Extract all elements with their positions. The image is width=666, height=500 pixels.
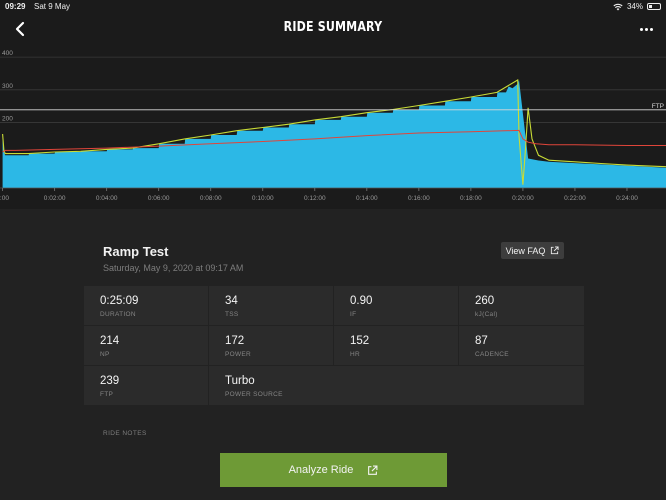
metric-value: 260	[475, 295, 495, 307]
x-tick-label: 0:10:00	[252, 195, 274, 202]
metric-label: HR	[350, 351, 360, 358]
metric-label: FTP	[100, 391, 114, 398]
x-tick-label: 0:00	[0, 195, 9, 202]
more-button[interactable]	[636, 20, 656, 38]
metric-duration: 0:25:09 DURATION	[84, 286, 208, 325]
x-tick-label: 0:04:00	[96, 195, 118, 202]
x-tick-label: 0:14:00	[356, 195, 378, 202]
x-tick-label: 0:24:00	[616, 195, 638, 202]
metric-np: 214 NP	[84, 326, 208, 365]
x-tick-label: 0:08:00	[200, 195, 222, 202]
status-date: Sat 9 May	[34, 2, 71, 11]
battery-icon	[647, 3, 661, 10]
metric-value: 172	[225, 335, 245, 347]
analyze-ride-label: Analyze Ride	[288, 464, 354, 476]
metric-value: Turbo	[225, 375, 255, 387]
status-right: 34%	[613, 2, 661, 11]
page-title: RIDE SUMMARY	[283, 20, 383, 35]
power-area	[2, 80, 666, 188]
metric-value: 0.90	[350, 295, 373, 307]
ride-date: Saturday, May 9, 2020 at 09:17 AM	[103, 263, 244, 273]
x-tick-label: 0:06:00	[148, 195, 170, 202]
metric-ftp: 239 FTP	[84, 366, 208, 405]
metric-value: 152	[350, 335, 370, 347]
external-link-icon	[551, 246, 559, 255]
x-tick-label: 0:18:00	[460, 195, 482, 202]
metric-label: TSS	[225, 311, 239, 318]
analyze-ride-button[interactable]: Analyze Ride	[220, 453, 447, 487]
x-tick-label: 0:22:00	[564, 195, 586, 202]
metric-value: 214	[100, 335, 120, 347]
metrics-grid: 0:25:09 DURATION 34 TSS 0.90 IF 260 kJ(C…	[84, 286, 584, 407]
metric-label: CADENCE	[475, 351, 509, 358]
x-tick-label: 0:02:00	[44, 195, 66, 202]
status-time: 09:29	[5, 2, 26, 11]
metric-label: DURATION	[100, 311, 136, 318]
metric-power: 172 POWER	[209, 326, 333, 365]
battery-percent: 34%	[626, 2, 643, 11]
metric-value: 87	[475, 335, 488, 347]
nav-bar: RIDE SUMMARY	[0, 14, 666, 44]
metric-label: POWER	[225, 351, 252, 358]
y-tick-label: 200	[2, 116, 13, 123]
ride-title: Ramp Test	[103, 244, 169, 259]
view-faq-label: View FAQ	[505, 245, 546, 256]
ride-notes-label[interactable]: RIDE NOTES	[103, 430, 147, 437]
metric-label: kJ(Cal)	[475, 311, 498, 318]
metric-power-source: Turbo POWER SOURCE	[209, 366, 584, 405]
metric-label: POWER SOURCE	[225, 391, 283, 398]
x-tick-label: 0:20:00	[512, 195, 534, 202]
ride-summary-card: Ramp Test Saturday, May 9, 2020 at 09:17…	[0, 209, 666, 500]
back-button[interactable]	[10, 18, 32, 40]
y-tick-label: 300	[2, 83, 13, 90]
external-link-icon	[368, 465, 378, 475]
ride-chart-svg: 400 300 200 FTP 0:00 0:02:00 0:04:00 0:06:00 0:0…	[0, 50, 666, 202]
chevron-left-icon	[15, 21, 25, 37]
ftp-label: FTP	[652, 103, 664, 110]
metric-label: IF	[350, 311, 357, 318]
view-faq-button[interactable]: View FAQ	[501, 242, 564, 259]
metric-hr: 152 HR	[334, 326, 458, 365]
status-bar: 09:29 Sat 9 May 34%	[0, 0, 666, 14]
wifi-icon	[613, 3, 623, 10]
metric-value: 239	[100, 375, 120, 387]
more-dots-icon	[639, 27, 653, 31]
x-tick-label: 0:16:00	[408, 195, 430, 202]
metric-label: NP	[100, 351, 110, 358]
metric-kj: 260 kJ(Cal)	[459, 286, 584, 325]
x-tick-label: 0:12:00	[304, 195, 326, 202]
metric-cadence: 87 CADENCE	[459, 326, 584, 365]
ride-chart[interactable]: 400 300 200 FTP 0:00 0:02:00 0:04:00 0:06:00 0:0…	[0, 44, 666, 209]
metric-tss: 34 TSS	[209, 286, 333, 325]
cadence-line	[2, 79, 666, 185]
y-tick-label: 400	[2, 50, 13, 57]
metric-value: 34	[225, 295, 238, 307]
heart-rate-line	[2, 129, 666, 153]
metric-value: 0:25:09	[100, 295, 139, 307]
metric-if: 0.90 IF	[334, 286, 458, 325]
